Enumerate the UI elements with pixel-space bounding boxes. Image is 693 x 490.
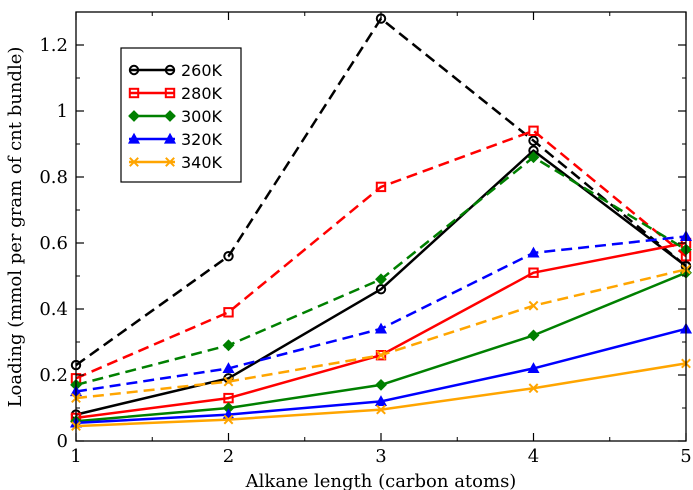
data-point-3-3 (528, 125, 539, 136)
series-group (69, 13, 693, 432)
axes-group: 1 2 3 4 5 0 0.2 0.4 0.6 0.8 1 1.2 (39, 11, 692, 467)
legend-marker-end-0 (164, 64, 176, 76)
data-point-8-3 (528, 383, 539, 394)
legend-label-0: 260K (181, 61, 223, 80)
legend-marker-4 (129, 157, 139, 167)
data-point-6-3 (527, 362, 540, 374)
x-tick-label: 3 (375, 446, 386, 467)
data-point-4-2 (375, 378, 387, 391)
y-tick-label: 1.2 (39, 35, 68, 56)
data-point-9-2 (376, 350, 386, 361)
data-point-9-1 (223, 376, 234, 387)
data-point-1-1 (223, 251, 234, 262)
y-tick-label: 1 (57, 101, 68, 122)
x-tick-label: 4 (528, 446, 539, 467)
data-point-3-1 (223, 307, 234, 318)
legend-label-4: 340K (181, 153, 223, 172)
legend-marker-2 (128, 110, 140, 122)
data-point-8-1 (223, 414, 234, 425)
x-tick-label: 1 (70, 446, 81, 467)
y-tick-label: 0.2 (39, 365, 68, 386)
data-point-5-1 (222, 339, 235, 352)
legend-marker-1 (128, 87, 140, 99)
legend: 260K 280K 300K 320K 340K (120, 47, 242, 183)
y-tick-label: 0 (57, 431, 68, 452)
x-axis-label: Alkane length (carbon atoms) (245, 471, 517, 490)
legend-label-2: 300K (181, 107, 223, 126)
data-point-2-3 (528, 267, 539, 278)
series-line-3 (75, 129, 687, 380)
data-point-9-3 (528, 300, 539, 311)
data-point-5-2 (375, 273, 387, 286)
legend-marker-end-4 (165, 157, 175, 167)
legend-label-1: 280K (181, 84, 223, 103)
data-point-5-3 (527, 151, 540, 164)
y-tick-label: 0.6 (39, 233, 68, 254)
data-point-3-2 (375, 181, 387, 193)
y-axis-label: Loading (mmol per gram of cnt bundle) (5, 47, 26, 408)
x-tick-label: 5 (680, 446, 691, 467)
legend-marker-0 (128, 64, 140, 76)
x-tick-label: 2 (223, 446, 234, 467)
data-point-2-2 (375, 350, 387, 361)
legend-marker-end-3 (163, 132, 177, 144)
legend-marker-end-2 (164, 110, 176, 122)
y-tick-label: 0.4 (39, 299, 68, 320)
data-point-6-2 (374, 395, 388, 407)
data-point-4-3 (527, 329, 540, 342)
legend-marker-end-1 (164, 87, 176, 99)
legend-marker-3 (127, 132, 141, 144)
data-point-8-2 (376, 404, 386, 415)
y-tick-label: 0.8 (39, 167, 68, 188)
legend-label-3: 320K (181, 130, 223, 149)
data-point-1-3 (528, 135, 539, 146)
data-point-7-2 (374, 322, 388, 334)
data-point-7-3 (527, 246, 540, 258)
data-point-7-1 (222, 362, 235, 374)
